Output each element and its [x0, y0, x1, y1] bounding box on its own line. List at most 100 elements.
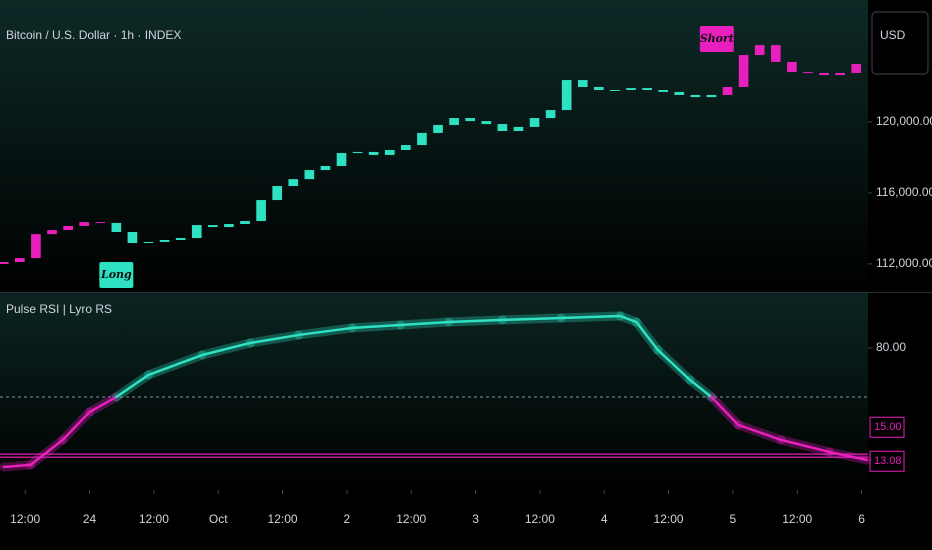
- candle: [835, 72, 845, 76]
- rsi-line: [29, 438, 64, 467]
- rsi-line: [737, 423, 783, 442]
- candle: [561, 80, 572, 111]
- candle: [31, 234, 41, 259]
- y-tick-label: 120,000.00: [876, 114, 932, 128]
- level-box: [869, 416, 905, 438]
- rsi-line: [501, 316, 563, 322]
- candle: [79, 222, 89, 226]
- rsi-line: [147, 353, 204, 377]
- indicator-title: Pulse RSI | Lyro RS: [6, 302, 112, 316]
- x-tick-label: 12:00: [525, 512, 555, 526]
- chart-title: Bitcoin / U.S. Dollar · 1h · INDEX: [6, 28, 181, 42]
- candle: [304, 170, 315, 180]
- candle: [0, 262, 9, 264]
- rsi-line: [249, 333, 300, 345]
- candle: [224, 224, 234, 228]
- x-tick-label: 6: [858, 512, 865, 526]
- x-tick-label: 12:00: [654, 512, 684, 526]
- candle: [15, 258, 25, 263]
- x-tick-label: 2: [344, 512, 351, 526]
- candle: [95, 222, 106, 224]
- rsi-line: [688, 378, 713, 399]
- rsi-line: [656, 348, 692, 382]
- x-tick-label: 24: [83, 512, 97, 526]
- x-tick-label: 12:00: [268, 512, 298, 526]
- candle: [529, 118, 540, 127]
- candle: [352, 151, 363, 154]
- candle: [787, 61, 797, 73]
- candle: [449, 118, 459, 125]
- candle: [368, 151, 379, 155]
- signal-label: Long: [100, 268, 132, 281]
- rsi-line: [399, 320, 450, 327]
- level-label: 15.00: [874, 421, 902, 433]
- candle: [610, 89, 620, 91]
- currency-label[interactable]: USD: [880, 28, 906, 42]
- candle: [127, 232, 138, 244]
- candle: [288, 179, 299, 187]
- candle: [191, 225, 202, 239]
- candle: [159, 239, 170, 242]
- signal-box: [699, 26, 734, 52]
- rsi-line: [350, 323, 402, 330]
- candle: [642, 88, 652, 90]
- rsi-line: [635, 320, 660, 352]
- signal-box: [99, 262, 134, 288]
- candle: [175, 238, 186, 240]
- y-tick-label: 116,000.00: [876, 185, 932, 199]
- candle: [803, 72, 813, 74]
- candle: [63, 225, 73, 231]
- candle: [577, 80, 588, 87]
- candle: [417, 132, 427, 146]
- price-pane: [0, 0, 868, 292]
- candle: [770, 45, 781, 62]
- candle: [497, 124, 508, 132]
- y-tick-label: 112,000.00: [876, 256, 932, 270]
- rsi-line: [447, 318, 504, 324]
- candle: [851, 64, 862, 73]
- x-tick-label: 12:00: [396, 512, 426, 526]
- rsi-line: [619, 314, 638, 324]
- candle: [819, 72, 829, 76]
- candle: [47, 230, 57, 235]
- rsi-line: [88, 395, 118, 414]
- candle: [754, 45, 765, 56]
- candle: [384, 149, 395, 155]
- x-tick-label: 5: [730, 512, 737, 526]
- candle: [690, 94, 701, 98]
- signal-label: Short: [700, 32, 734, 45]
- candle: [674, 91, 685, 95]
- candle: [465, 118, 476, 122]
- candle: [481, 121, 492, 125]
- x-tick-label: 3: [472, 512, 479, 526]
- candle: [706, 94, 717, 98]
- x-tick-label: 4: [601, 512, 608, 526]
- x-tick-label: 12:00: [782, 512, 812, 526]
- rsi-line: [297, 326, 354, 337]
- currency-button[interactable]: [871, 11, 929, 75]
- rsi-line: [779, 438, 831, 454]
- candle: [336, 153, 347, 166]
- y-tick-label: 80.00: [876, 340, 906, 354]
- candle: [272, 186, 283, 201]
- rsi-line: [61, 410, 91, 442]
- candle: [545, 110, 556, 119]
- rsi-line: [200, 341, 252, 357]
- level-box: [869, 450, 905, 472]
- rsi-line: [560, 314, 622, 320]
- candle: [722, 86, 733, 95]
- x-tick-label: 12:00: [139, 512, 169, 526]
- rsi-line: [2, 463, 32, 469]
- candle: [143, 241, 154, 244]
- candle: [208, 225, 218, 228]
- rsi-line: [710, 395, 740, 427]
- rsi-line: [115, 373, 150, 399]
- candle: [256, 200, 266, 221]
- candle: [433, 124, 443, 133]
- rsi-line: [828, 450, 869, 462]
- candle: [401, 145, 411, 150]
- candle: [320, 165, 331, 171]
- candle: [626, 88, 636, 90]
